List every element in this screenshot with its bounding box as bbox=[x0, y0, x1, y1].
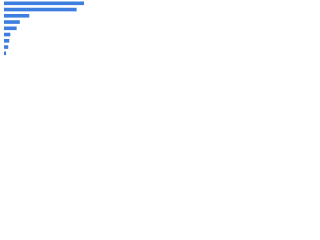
bar bbox=[4, 26, 17, 31]
bar bbox=[4, 1, 84, 6]
bar bbox=[4, 51, 7, 56]
bar bbox=[4, 45, 9, 49]
bar bbox=[4, 39, 10, 43]
bar bbox=[4, 7, 77, 12]
bar bbox=[4, 14, 30, 18]
chart bbox=[0, 0, 100, 71]
bar bbox=[4, 32, 11, 37]
background bbox=[0, 0, 100, 71]
bar bbox=[4, 20, 20, 24]
page: (() => { const data = JSON.parse(documen… bbox=[0, 0, 320, 71]
